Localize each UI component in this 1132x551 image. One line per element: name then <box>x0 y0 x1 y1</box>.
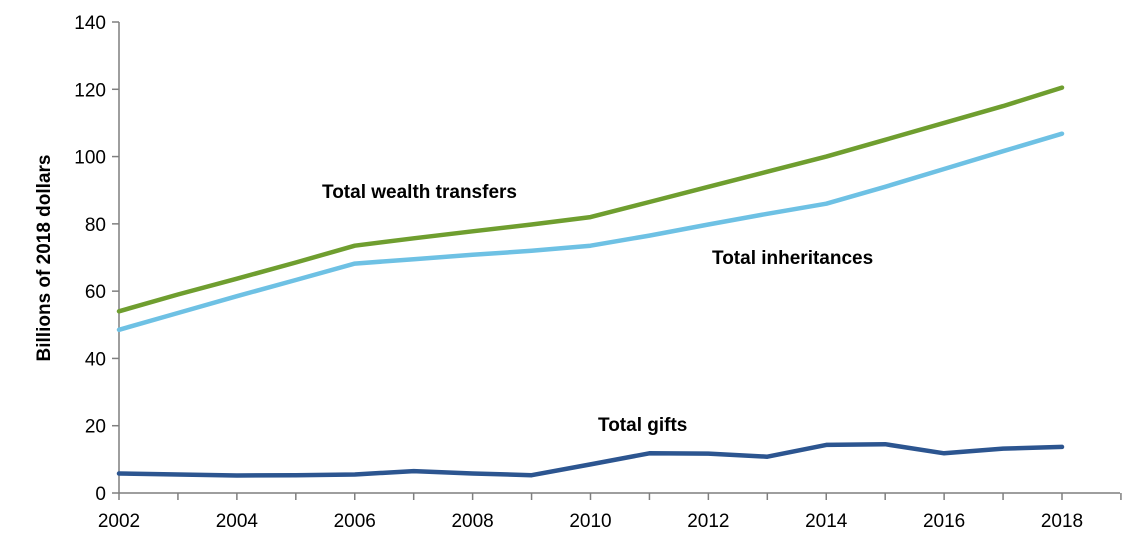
x-tick-label: 2006 <box>334 511 376 532</box>
series-label-total-inheritances: Total inheritances <box>712 248 873 269</box>
y-axis-title: Billions of 2018 dollars <box>34 155 55 362</box>
y-tick-label: 40 <box>85 349 106 370</box>
series-lines <box>116 85 1065 478</box>
x-tick-label: 2010 <box>569 511 611 532</box>
x-tick-label: 2004 <box>216 511 259 532</box>
x-tick-label: 2018 <box>1041 511 1083 532</box>
series-label-total-gifts: Total gifts <box>598 415 687 436</box>
y-tick-label: 80 <box>85 215 106 236</box>
x-tick-label: 2002 <box>98 511 140 532</box>
x-tick-label: 2014 <box>805 511 848 532</box>
ticks: 0 20 40 60 80 100 120 140 2002 2004 2006 2008 2010 20… <box>74 13 1122 532</box>
series-label-total-wealth-transfers: Total wealth transfers <box>322 182 517 203</box>
x-tick-label: 2012 <box>687 511 729 532</box>
y-tick-label: 0 <box>95 484 106 505</box>
y-tick-label: 140 <box>74 13 106 34</box>
series-line-total-wealth-transfers <box>116 85 1065 314</box>
x-tick-label: 2016 <box>923 511 965 532</box>
y-tick-label: 120 <box>74 80 106 101</box>
series-line-total-gifts <box>116 441 1065 478</box>
y-tick-label: 20 <box>85 417 106 438</box>
axes <box>118 22 1120 494</box>
y-tick-label: 100 <box>74 148 106 169</box>
series-line-total-inheritances <box>116 131 1065 333</box>
y-tick-label: 60 <box>85 282 106 303</box>
x-tick-label: 2008 <box>451 511 493 532</box>
